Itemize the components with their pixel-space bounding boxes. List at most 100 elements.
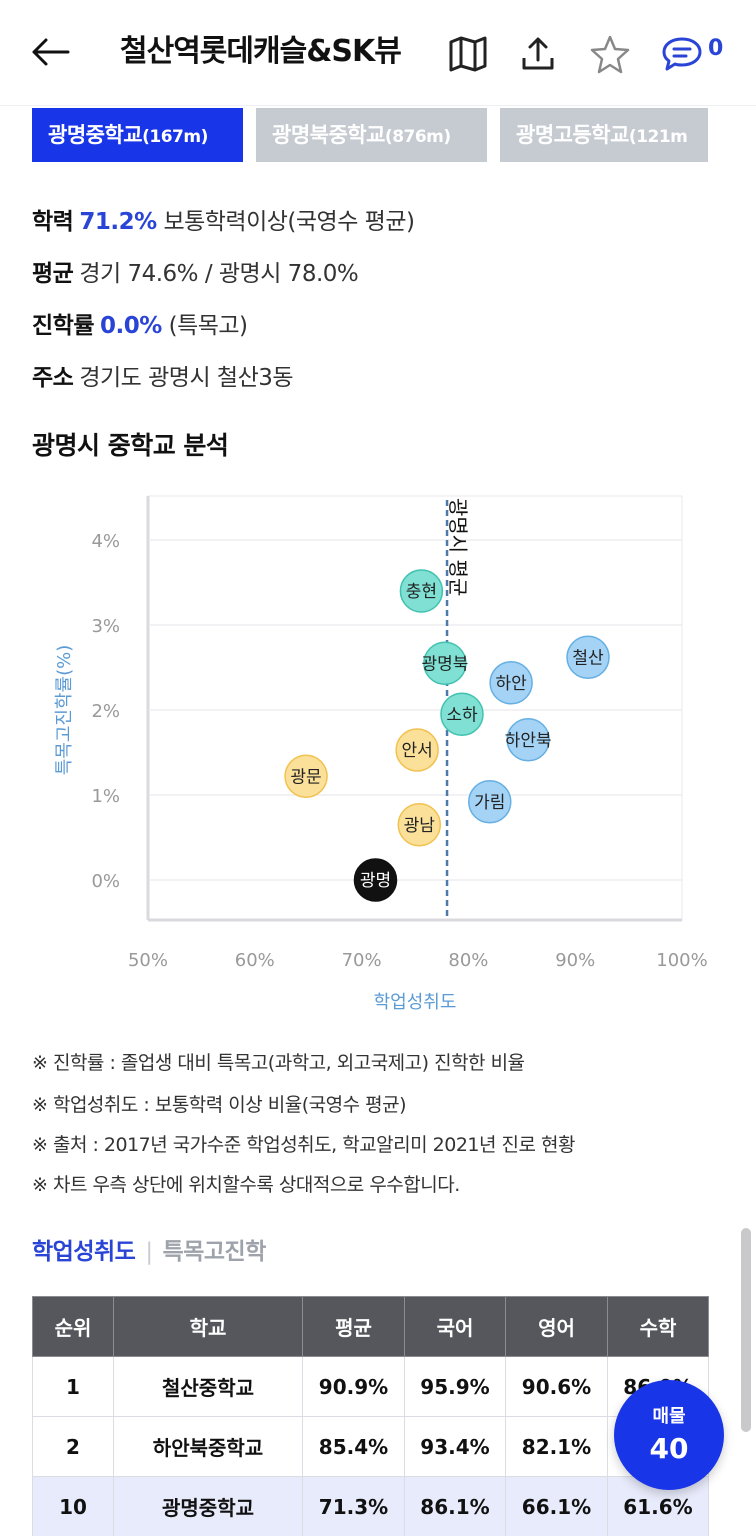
tab-school-name: 광명중학교	[48, 123, 143, 147]
table-row-highlighted[interactable]: 10 광명중학교 71.3% 86.1% 66.1% 61.6%	[32, 1476, 709, 1536]
data-point	[397, 803, 442, 847]
table-header: 수학	[607, 1296, 709, 1357]
x-tick-label: 70%	[342, 950, 382, 971]
average-line: 평균 경기 74.6% / 광명시 78.0%	[32, 254, 359, 288]
data-point-label: 광명북	[421, 654, 468, 674]
reference-line-label: 광명시 평균	[446, 498, 470, 596]
chat-button[interactable]	[660, 32, 704, 76]
x-tick-label: 90%	[555, 950, 595, 971]
data-point-label: 안서	[401, 741, 432, 761]
korean-cell: 93.4%	[404, 1416, 506, 1477]
y-tick-label: 0%	[91, 871, 120, 892]
note-line: ※ 진학률 : 졸업생 대비 특목고(과학고, 외고국제고) 진학한 비율	[32, 1052, 525, 1074]
school-cell: 하안북중학교	[113, 1416, 303, 1477]
plot-frame	[147, 495, 683, 921]
english-cell: 82.1%	[505, 1416, 608, 1477]
average-label: 평균	[32, 261, 74, 287]
map-icon	[449, 36, 487, 72]
advancement-line: 진학률 0.0% (특목고)	[32, 306, 248, 340]
page-title: 철산역롯데캐슬&SK뷰	[120, 34, 402, 69]
data-point-label: 광남	[404, 816, 436, 836]
address-value: 경기도 광명시 철산3동	[79, 365, 294, 391]
back-button[interactable]	[28, 30, 72, 74]
data-point	[353, 858, 398, 902]
fab-count: 40	[649, 1432, 689, 1465]
english-cell: 90.6%	[505, 1356, 608, 1417]
tab-school-3[interactable]: 광명고등학교(121m	[500, 108, 708, 162]
rank-cell: 2	[32, 1416, 114, 1477]
y-tick-label: 3%	[91, 616, 120, 637]
y-axis-label: 특목고진학률(%)	[54, 645, 75, 776]
data-point	[423, 641, 467, 685]
map-button[interactable]	[446, 32, 490, 76]
y-tick-label: 2%	[91, 701, 120, 722]
share-button[interactable]	[516, 32, 560, 76]
address-line: 주소 경기도 광명시 철산3동	[32, 358, 294, 392]
x-tick-label: 60%	[235, 950, 275, 971]
data-point-label: 광문	[290, 767, 321, 787]
scatter-chart: 0% 1% 2% 3% 4% 50% 60% 70% 80% 90% 100% 학업성취도 특목고진학률…	[54, 495, 708, 1013]
chat-icon	[662, 37, 702, 71]
korean-cell: 95.9%	[404, 1356, 506, 1417]
share-icon	[522, 37, 554, 70]
tab-school-2[interactable]: 광명북중학교(876m)	[256, 108, 487, 162]
average-value: 경기 74.6% / 광명시 78.0%	[79, 261, 359, 287]
advancement-desc: (특목고)	[168, 313, 248, 339]
table-header: 국어	[404, 1296, 506, 1357]
x-tick-label: 50%	[128, 950, 168, 971]
chat-count: 0	[708, 36, 724, 61]
top-app-bar: 철산역롯데캐슬&SK뷰 0	[0, 0, 756, 106]
tab-school-distance: (167m)	[142, 127, 208, 147]
ranking-table: 순위 학교 평균 국어 영어 수학 1 철산중학교 90.9% 95.9% 90…	[32, 1296, 709, 1536]
achievement-desc: 보통학력이상(국영수 평균)	[163, 209, 415, 235]
data-point	[489, 661, 533, 705]
note-line: ※ 학업성취도 : 보통학력 이상 비율(국영수 평균)	[32, 1094, 407, 1116]
tab-school-distance: (876m)	[384, 127, 451, 147]
subtab-advancement[interactable]: 특목고진학	[162, 1239, 267, 1265]
table-header: 영어	[505, 1296, 608, 1357]
listings-fab[interactable]: 매물 40	[614, 1380, 724, 1490]
table-row[interactable]: 1 철산중학교 90.9% 95.9% 90.6% 86.0%	[32, 1356, 709, 1417]
rank-cell: 1	[32, 1356, 114, 1417]
address-label: 주소	[32, 365, 74, 391]
table-header: 평균	[302, 1296, 405, 1357]
tab-school-name: 광명고등학교	[516, 123, 629, 147]
note-line: ※ 차트 우측 상단에 위치할수록 상대적으로 우수합니다.	[32, 1174, 460, 1196]
data-point-label: 광명	[360, 871, 391, 891]
math-cell: 61.6%	[607, 1476, 709, 1536]
data-point	[440, 692, 484, 736]
achievement-label: 학력	[32, 209, 74, 235]
data-point	[284, 754, 328, 799]
subtab-achievement[interactable]: 학업성취도	[32, 1239, 136, 1265]
x-axis-label: 학업성취도	[374, 992, 457, 1013]
average-cell: 85.4%	[302, 1416, 405, 1477]
school-tabs: 광명중학교(167m) 광명북중학교(876m) 광명고등학교(121m	[32, 108, 708, 162]
data-point	[506, 718, 550, 762]
achievement-line: 학력 71.2% 보통학력이상(국영수 평균)	[32, 202, 415, 236]
school-cell: 철산중학교	[113, 1356, 303, 1417]
data-point-label: 소하	[446, 705, 478, 725]
favorite-button[interactable]	[588, 32, 632, 76]
data-point	[468, 780, 512, 824]
scrollbar[interactable]	[741, 1228, 751, 1432]
table-header: 순위	[32, 1296, 114, 1357]
y-tick-label: 1%	[91, 786, 120, 807]
x-tick-label: 100%	[656, 950, 707, 971]
data-point-label: 철산	[572, 648, 604, 668]
tab-school-1[interactable]: 광명중학교(167m)	[32, 108, 243, 162]
data-point-label: 하안	[495, 674, 527, 694]
fab-label: 매물	[652, 1406, 686, 1427]
x-tick-label: 80%	[448, 950, 488, 971]
note-line: ※ 출처 : 2017년 국가수준 학업성취도, 학교알리미 2021년 진로 …	[32, 1134, 576, 1156]
achievement-value: 71.2%	[79, 209, 157, 235]
data-point-label: 하안북	[505, 731, 552, 751]
data-point	[395, 728, 439, 772]
rank-cell: 10	[32, 1476, 114, 1536]
advancement-label: 진학률	[32, 313, 94, 339]
data-point-label: 충현	[406, 582, 437, 602]
average-cell: 90.9%	[302, 1356, 405, 1417]
korean-cell: 86.1%	[404, 1476, 506, 1536]
y-tick-label: 4%	[91, 531, 120, 552]
ranking-subtabs: 학업성취도 | 특목고진학	[32, 1232, 266, 1266]
table-row[interactable]: 2 하안북중학교 85.4% 93.4% 82.1% 80.8%	[32, 1416, 709, 1477]
